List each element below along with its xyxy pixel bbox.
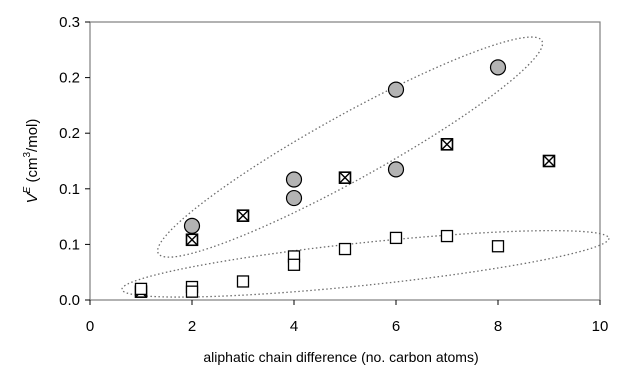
square-x-point: [542, 154, 556, 168]
square-point: [389, 231, 403, 245]
y-tick-label: 0.2: [59, 70, 80, 87]
circle-point: [183, 217, 201, 234]
x-tick-label: 4: [290, 318, 298, 335]
square-point: [185, 285, 199, 298]
plot-frame: [89, 21, 601, 301]
y-axis-title-unit-power: 3: [22, 152, 33, 158]
circle-point: [285, 171, 303, 188]
square-x-stroke: [543, 155, 555, 167]
square-point: [440, 229, 454, 243]
plot-area: [89, 21, 601, 301]
y-tick-label: 0.2: [59, 125, 80, 142]
x-axis-ticks: 0 2 4 6 8 10: [86, 300, 609, 335]
x-axis-title: aliphatic chain difference (no. carbon a…: [203, 349, 478, 365]
x-tick-label: 8: [494, 318, 502, 335]
circle-point: [387, 81, 405, 98]
square-x-point: [236, 209, 250, 222]
square-x-stroke: [441, 138, 453, 151]
square-point: [491, 240, 505, 253]
annotations: [121, 36, 610, 298]
square-point: [287, 258, 301, 271]
circle-point: [489, 59, 507, 76]
square-x-point: [440, 138, 454, 151]
square-x-stroke: [339, 171, 351, 184]
square-point: [236, 275, 250, 288]
square-x-point: [185, 233, 199, 247]
y-tick-label: 0.1: [59, 236, 80, 253]
y-axis-title-unit-prefix: (cm: [24, 158, 41, 187]
x-tick-label: 0: [86, 318, 94, 335]
square-x-stroke: [237, 209, 249, 222]
square-point: [338, 242, 352, 256]
x-tick-label: 2: [188, 318, 196, 335]
y-tick-label: 0.1: [59, 181, 80, 198]
circle-point: [387, 161, 405, 178]
square-x-point: [338, 171, 352, 184]
y-axis-title-unit-suffix: /mol): [24, 119, 41, 152]
y-tick-label: 0.3: [59, 14, 80, 31]
square-point: [134, 282, 148, 296]
circle-point: [285, 189, 303, 207]
data-marks: [134, 59, 556, 298]
y-tick-label: 0.0: [59, 292, 80, 309]
y-axis-title-base: V: [24, 191, 41, 203]
y-axis-ticks: 0.0 0.1 0.1 0.2 0.2 0.3: [59, 14, 90, 309]
dotted-ellipse: [121, 229, 610, 298]
y-axis-title: VE (cm3/mol): [22, 119, 41, 204]
square-x-stroke: [186, 233, 198, 246]
y-axis-title-superscript: E: [22, 186, 33, 193]
x-tick-label: 10: [592, 318, 609, 335]
x-tick-label: 6: [392, 318, 400, 335]
dotted-ellipse: [157, 36, 544, 258]
